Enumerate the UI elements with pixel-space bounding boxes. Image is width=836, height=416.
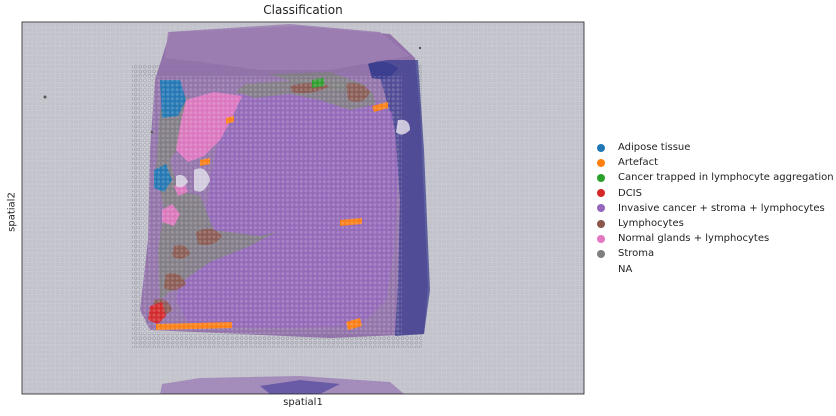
legend-entry: NA (597, 262, 834, 277)
legend-label: Cancer trapped in lymphocyte aggregation (618, 172, 834, 184)
classification-spots (140, 72, 410, 334)
y-axis-label: spatial2 (6, 192, 18, 232)
legend-entry: Artefact (597, 155, 834, 170)
chart-title: Classification (263, 3, 343, 17)
legend-entry: Adipose tissue (597, 140, 834, 155)
spot-texture (140, 76, 402, 334)
legend-marker (597, 204, 605, 213)
legend-marker (597, 158, 605, 167)
legend-entry: DCIS (597, 186, 834, 201)
legend-marker (597, 189, 605, 198)
legend-label: Adipose tissue (618, 142, 691, 154)
legend-entry: Lymphocytes (597, 216, 834, 231)
legend-label: Lymphocytes (618, 218, 684, 230)
legend-label: DCIS (618, 187, 642, 199)
legend-label: NA (618, 263, 633, 275)
legend-marker (597, 265, 605, 273)
legend-marker (597, 143, 605, 152)
x-axis-label: spatial1 (283, 397, 323, 408)
legend-label: Artefact (618, 157, 659, 169)
legend-entry: Stroma (597, 246, 834, 261)
legend-label: Normal glands + lymphocytes (618, 233, 770, 245)
legend-marker (597, 219, 605, 228)
legend-entry: Normal glands + lymphocytes (597, 231, 834, 246)
legend-marker (597, 173, 605, 182)
legend-marker (597, 249, 605, 258)
legend: Adipose tissue Artefact Cancer trapped in … (597, 140, 834, 277)
legend-label: Invasive cancer + stroma + lymphocytes (618, 202, 825, 214)
legend-entry: Cancer trapped in lymphocyte aggregation (597, 170, 834, 185)
legend-label: Stroma (618, 248, 655, 260)
axes-frame (21, 21, 585, 395)
legend-marker (597, 234, 605, 243)
legend-entry: Invasive cancer + stroma + lymphocytes (597, 201, 834, 216)
